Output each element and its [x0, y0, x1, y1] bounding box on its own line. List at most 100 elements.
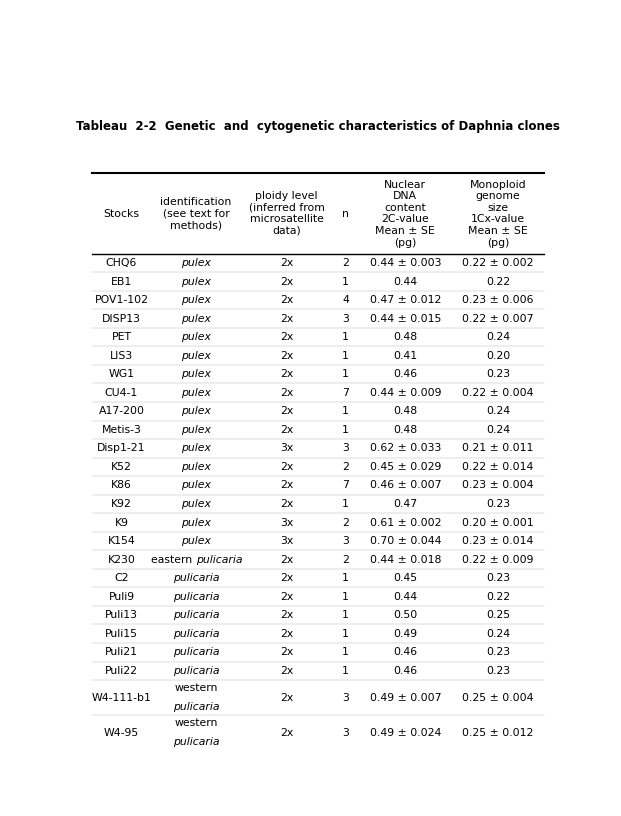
Text: 0.22: 0.22	[486, 592, 510, 601]
Text: 0.23: 0.23	[486, 369, 510, 379]
Text: 0.44 ± 0.018: 0.44 ± 0.018	[369, 555, 441, 565]
Text: 0.23: 0.23	[486, 666, 510, 676]
Text: 0.25 ± 0.004: 0.25 ± 0.004	[463, 693, 534, 703]
Text: 2: 2	[342, 517, 349, 527]
Text: K9: K9	[114, 517, 129, 527]
Text: K92: K92	[111, 499, 132, 509]
Text: 3: 3	[342, 693, 349, 703]
Text: 0.24: 0.24	[486, 628, 510, 639]
Text: 0.62 ± 0.033: 0.62 ± 0.033	[369, 443, 441, 454]
Text: pulicaria: pulicaria	[173, 738, 219, 747]
Text: 0.47: 0.47	[393, 499, 417, 509]
Text: 2: 2	[342, 258, 349, 268]
Text: POV1-102: POV1-102	[94, 295, 148, 305]
Text: 0.61 ± 0.002: 0.61 ± 0.002	[369, 517, 441, 527]
Text: 2x: 2x	[280, 666, 293, 676]
Text: 1: 1	[342, 369, 349, 379]
Text: 1: 1	[342, 628, 349, 639]
Text: Disp1-21: Disp1-21	[97, 443, 146, 454]
Text: K230: K230	[107, 555, 135, 565]
Text: 0.47 ± 0.012: 0.47 ± 0.012	[369, 295, 441, 305]
Text: pulex: pulex	[181, 388, 211, 397]
Text: 3: 3	[342, 443, 349, 454]
Text: 0.23 ± 0.004: 0.23 ± 0.004	[463, 481, 534, 490]
Text: 2x: 2x	[280, 406, 293, 416]
Text: Puli21: Puli21	[105, 647, 138, 657]
Text: 0.46 ± 0.007: 0.46 ± 0.007	[369, 481, 441, 490]
Text: W4-95: W4-95	[104, 728, 139, 738]
Text: 2x: 2x	[280, 313, 293, 324]
Text: 0.20: 0.20	[486, 351, 510, 361]
Text: 0.44: 0.44	[393, 592, 417, 601]
Text: 2x: 2x	[280, 425, 293, 435]
Text: eastern: eastern	[152, 555, 196, 565]
Text: CU4-1: CU4-1	[105, 388, 138, 397]
Text: 0.41: 0.41	[393, 351, 417, 361]
Text: 1: 1	[342, 425, 349, 435]
Text: 0.48: 0.48	[393, 406, 417, 416]
Text: 3: 3	[342, 536, 349, 546]
Text: Nuclear
DNA
content
2C-value
Mean ± SE
(pg): Nuclear DNA content 2C-value Mean ± SE (…	[376, 180, 435, 247]
Text: 0.24: 0.24	[486, 332, 510, 342]
Text: pulex: pulex	[181, 406, 211, 416]
Text: 0.49 ± 0.007: 0.49 ± 0.007	[369, 693, 441, 703]
Text: 0.49 ± 0.024: 0.49 ± 0.024	[369, 728, 441, 738]
Text: 0.46: 0.46	[393, 647, 417, 657]
Text: 0.25 ± 0.012: 0.25 ± 0.012	[463, 728, 534, 738]
Text: Tableau  2-2  Genetic  and  cytogenetic characteristics of Daphnia clones: Tableau 2-2 Genetic and cytogenetic char…	[76, 120, 560, 133]
Text: pulex: pulex	[181, 369, 211, 379]
Text: A17-200: A17-200	[99, 406, 145, 416]
Text: pulex: pulex	[181, 481, 211, 490]
Text: western: western	[175, 718, 218, 729]
Text: 1: 1	[342, 647, 349, 657]
Text: 0.22: 0.22	[486, 277, 510, 286]
Text: 7: 7	[342, 388, 349, 397]
Text: 7: 7	[342, 481, 349, 490]
Text: 2x: 2x	[280, 351, 293, 361]
Text: 3: 3	[342, 728, 349, 738]
Text: 1: 1	[342, 592, 349, 601]
Text: 0.23: 0.23	[486, 573, 510, 583]
Text: 0.23: 0.23	[486, 647, 510, 657]
Text: Monoploid
genome
size
1Cx-value
Mean ± SE
(pg): Monoploid genome size 1Cx-value Mean ± S…	[468, 180, 528, 247]
Text: 0.22 ± 0.007: 0.22 ± 0.007	[463, 313, 534, 324]
Text: 3: 3	[342, 313, 349, 324]
Text: n: n	[342, 209, 349, 219]
Text: pulex: pulex	[181, 277, 211, 286]
Text: 2x: 2x	[280, 462, 293, 472]
Text: 2x: 2x	[280, 258, 293, 268]
Text: 0.70 ± 0.044: 0.70 ± 0.044	[369, 536, 441, 546]
Text: 1: 1	[342, 351, 349, 361]
Text: 3x: 3x	[280, 517, 293, 527]
Text: Puli22: Puli22	[105, 666, 138, 676]
Text: 2x: 2x	[280, 628, 293, 639]
Text: pulex: pulex	[181, 499, 211, 509]
Text: 2x: 2x	[280, 481, 293, 490]
Text: pulicaria: pulicaria	[173, 610, 219, 620]
Text: 0.22 ± 0.004: 0.22 ± 0.004	[463, 388, 534, 397]
Text: 0.24: 0.24	[486, 425, 510, 435]
Text: pulex: pulex	[181, 332, 211, 342]
Text: 0.22 ± 0.014: 0.22 ± 0.014	[463, 462, 534, 472]
Text: W4-111-b1: W4-111-b1	[91, 693, 152, 703]
Text: 0.23: 0.23	[486, 499, 510, 509]
Text: 0.44: 0.44	[393, 277, 417, 286]
Text: K154: K154	[107, 536, 135, 546]
Text: CHQ6: CHQ6	[106, 258, 137, 268]
Text: 2: 2	[342, 555, 349, 565]
Text: 0.44 ± 0.003: 0.44 ± 0.003	[369, 258, 441, 268]
Text: Metis-3: Metis-3	[101, 425, 142, 435]
Text: pulex: pulex	[181, 313, 211, 324]
Text: 3x: 3x	[280, 536, 293, 546]
Text: WG1: WG1	[109, 369, 135, 379]
Text: PET: PET	[111, 332, 132, 342]
Text: pulicaria: pulicaria	[173, 628, 219, 639]
Text: 1: 1	[342, 666, 349, 676]
Text: Puli15: Puli15	[105, 628, 138, 639]
Text: 2x: 2x	[280, 499, 293, 509]
Text: 2x: 2x	[280, 277, 293, 286]
Text: 0.46: 0.46	[393, 369, 417, 379]
Text: pulex: pulex	[181, 536, 211, 546]
Text: Puli13: Puli13	[105, 610, 138, 620]
Text: 0.48: 0.48	[393, 425, 417, 435]
